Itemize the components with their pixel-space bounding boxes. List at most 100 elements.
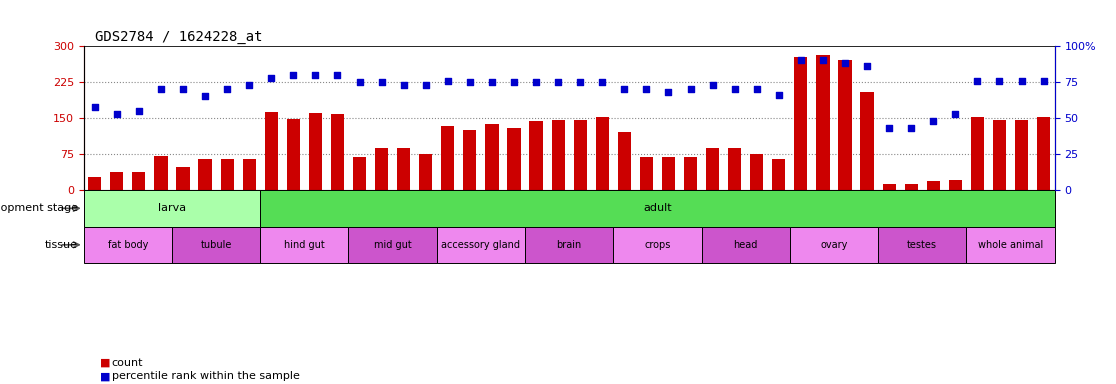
- Point: [615, 86, 633, 92]
- Text: mid gut: mid gut: [374, 240, 412, 250]
- Bar: [816, 55, 829, 190]
- Point: [395, 82, 413, 88]
- Point: [792, 57, 810, 63]
- Bar: [1037, 117, 1050, 190]
- Point: [637, 86, 655, 92]
- Bar: [172, 227, 260, 263]
- Bar: [485, 124, 499, 190]
- Point: [594, 79, 612, 85]
- Bar: [596, 117, 609, 190]
- Bar: [614, 227, 702, 263]
- Text: fat body: fat body: [107, 240, 148, 250]
- Point: [285, 72, 302, 78]
- Bar: [905, 184, 917, 190]
- Bar: [662, 157, 675, 190]
- Bar: [838, 60, 852, 190]
- Bar: [242, 159, 256, 190]
- Bar: [684, 157, 698, 190]
- Bar: [309, 113, 323, 190]
- Point: [1035, 78, 1052, 84]
- Bar: [508, 127, 520, 190]
- Point: [991, 78, 1009, 84]
- Bar: [529, 121, 542, 190]
- Point: [704, 82, 722, 88]
- Point: [86, 103, 104, 109]
- Point: [129, 108, 147, 114]
- Bar: [617, 131, 631, 190]
- Text: accessory gland: accessory gland: [442, 240, 520, 250]
- Point: [461, 79, 479, 85]
- Point: [549, 79, 567, 85]
- Bar: [287, 119, 300, 190]
- Text: count: count: [112, 358, 143, 368]
- Bar: [420, 154, 432, 190]
- Point: [527, 79, 545, 85]
- Text: crops: crops: [644, 240, 671, 250]
- Point: [439, 78, 456, 84]
- Bar: [971, 117, 984, 190]
- Bar: [154, 156, 167, 190]
- Bar: [772, 159, 786, 190]
- Bar: [790, 227, 878, 263]
- Bar: [199, 159, 212, 190]
- Bar: [260, 190, 1055, 227]
- Bar: [883, 184, 896, 190]
- Text: tissue: tissue: [45, 240, 78, 250]
- Point: [725, 86, 743, 92]
- Point: [350, 79, 368, 85]
- Bar: [463, 130, 477, 190]
- Point: [1012, 78, 1030, 84]
- Bar: [176, 167, 190, 190]
- Point: [571, 79, 589, 85]
- Bar: [221, 159, 233, 190]
- Bar: [132, 172, 145, 190]
- Bar: [110, 172, 124, 190]
- Bar: [441, 126, 454, 190]
- Bar: [330, 114, 344, 190]
- Point: [416, 82, 434, 88]
- Point: [307, 72, 325, 78]
- Bar: [1014, 121, 1028, 190]
- Text: ■: ■: [100, 358, 110, 368]
- Bar: [525, 227, 614, 263]
- Bar: [84, 227, 172, 263]
- Point: [328, 72, 346, 78]
- Text: ovary: ovary: [820, 240, 848, 250]
- Bar: [348, 227, 436, 263]
- Point: [196, 93, 214, 99]
- Bar: [84, 190, 260, 227]
- Bar: [264, 112, 278, 190]
- Text: development stage: development stage: [0, 203, 78, 214]
- Bar: [260, 227, 348, 263]
- Text: percentile rank within the sample: percentile rank within the sample: [112, 371, 299, 381]
- Bar: [878, 227, 966, 263]
- Bar: [706, 148, 719, 190]
- Bar: [574, 121, 587, 190]
- Text: adult: adult: [643, 203, 672, 214]
- Point: [748, 86, 766, 92]
- Text: testes: testes: [907, 240, 937, 250]
- Text: ■: ■: [100, 371, 110, 381]
- Point: [219, 86, 237, 92]
- Point: [836, 60, 854, 66]
- Point: [373, 79, 391, 85]
- Text: larva: larva: [157, 203, 186, 214]
- Point: [240, 82, 258, 88]
- Text: GDS2784 / 1624228_at: GDS2784 / 1624228_at: [95, 30, 262, 44]
- Point: [946, 111, 964, 117]
- Text: hind gut: hind gut: [283, 240, 325, 250]
- Point: [969, 78, 987, 84]
- Point: [682, 86, 700, 92]
- Text: whole animal: whole animal: [978, 240, 1043, 250]
- Text: head: head: [733, 240, 758, 250]
- Bar: [436, 227, 525, 263]
- Point: [152, 86, 170, 92]
- Point: [174, 86, 192, 92]
- Bar: [375, 148, 388, 190]
- Bar: [702, 227, 790, 263]
- Point: [660, 89, 677, 95]
- Point: [881, 125, 898, 131]
- Bar: [949, 180, 962, 190]
- Text: tubule: tubule: [201, 240, 232, 250]
- Bar: [966, 227, 1055, 263]
